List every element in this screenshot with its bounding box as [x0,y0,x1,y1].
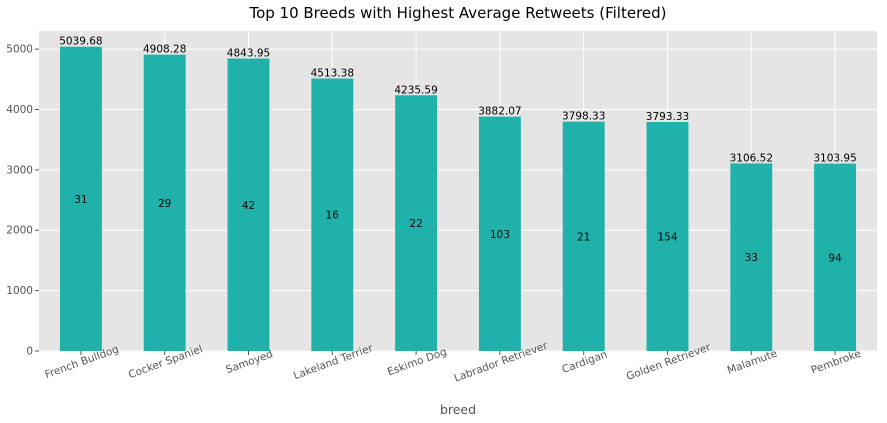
bar [311,78,354,351]
count-label: 154 [657,231,677,243]
y-tick-label: 1000 [6,285,33,297]
y-tick-label: 4000 [6,104,33,116]
bars [59,46,857,352]
x-tick-label: Samoyed [224,348,274,376]
y-tick-label: 3000 [6,164,33,176]
bar [814,163,857,351]
y-tick-label: 0 [26,346,33,358]
bar [646,121,689,352]
y-axis: 0 1000 2000 3000 4000 5000 [6,44,39,358]
count-label: 21 [577,231,590,243]
bar [395,95,438,351]
count-label: 94 [828,252,842,264]
count-label: 33 [745,252,758,264]
value-label: 3106.52 [730,152,773,164]
bar [143,54,186,351]
y-tick-label: 2000 [6,225,33,237]
bar [562,121,605,351]
bar [227,58,270,351]
chart-title: Top 10 Breeds with Highest Average Retwe… [248,4,666,22]
bar [59,46,102,351]
count-label: 42 [242,200,255,212]
bar [478,116,521,351]
value-label: 3798.33 [562,111,605,123]
count-label: 103 [490,229,510,241]
value-label: 4843.95 [227,48,270,60]
bar [730,163,773,351]
x-tick-label: Malamute [726,348,779,377]
count-label: 31 [74,194,87,206]
value-label: 3793.33 [646,111,689,123]
value-label: 3882.07 [478,106,521,118]
count-label: 22 [409,218,422,230]
x-tick-label: Pembroke [810,348,863,377]
count-label: 29 [158,198,171,210]
value-label: 4235.59 [394,84,437,96]
x-axis-label: breed [440,402,476,417]
value-label: 4513.38 [311,67,354,79]
y-tick-label: 5000 [6,44,33,56]
value-label: 5039.68 [59,36,102,48]
bar-labels: 5039.68 31 4908.28 29 4843.95 42 4513.38 16 4235… [59,36,857,265]
value-label: 3103.95 [813,153,856,165]
count-label: 16 [326,210,340,222]
value-label: 4908.28 [143,44,186,56]
x-tick-label: Cardigan [560,348,609,375]
